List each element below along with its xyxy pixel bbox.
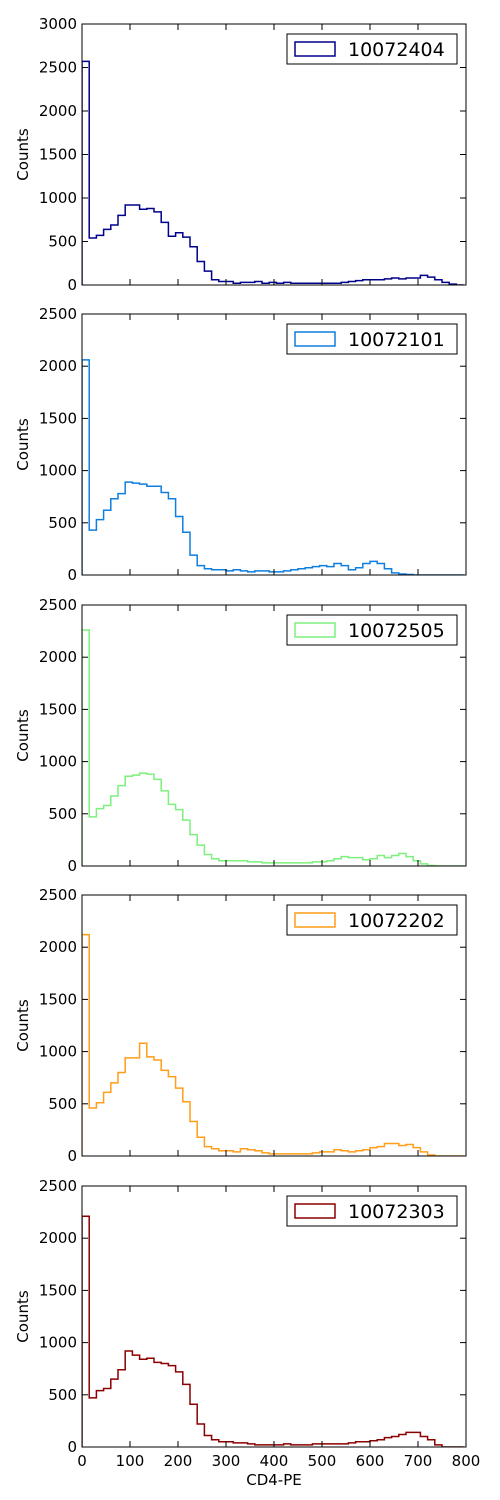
legend-swatch [294, 331, 336, 347]
x-tick-label: 500 [308, 1452, 337, 1470]
y-tick-label: 1500 [39, 990, 77, 1008]
histogram-series-10072202 [82, 933, 464, 1156]
legend-swatch [294, 622, 336, 638]
y-tick-label: 1000 [39, 1043, 77, 1061]
chart-panel-3: 0 500 1000 1500 2000 2500 Counts 10072505 [14, 596, 467, 875]
y-tick-label: 1000 [39, 1334, 77, 1352]
y-axis-label: Counts [14, 709, 32, 762]
y-axis-label: Counts [14, 128, 32, 181]
x-tick-label: 700 [404, 1452, 433, 1470]
y-tick-label: 1000 [39, 462, 77, 480]
legend: 10072202 [286, 904, 458, 936]
histogram-series-10072404 [82, 60, 464, 285]
legend-label: 10072202 [348, 910, 445, 932]
chart-panel-4: 0 500 1000 1500 2000 2500 Counts 10072202 [14, 886, 467, 1165]
x-axis-label: CD4-PE [246, 1471, 302, 1489]
y-tick-label: 1000 [39, 189, 77, 207]
y-tick-label: 1500 [39, 1281, 77, 1299]
y-tick-label: 2000 [39, 938, 77, 956]
y-tick-label: 2500 [39, 886, 77, 904]
y-tick-label: 500 [48, 514, 77, 532]
y-tick-label: 500 [48, 233, 77, 251]
y-tick-label: 2000 [39, 648, 77, 666]
y-tick-label: 2500 [39, 59, 77, 77]
legend-label: 10072505 [348, 620, 445, 642]
legend-box [286, 323, 458, 355]
legend-label: 10072404 [348, 39, 445, 61]
legend-swatch [294, 912, 336, 928]
legend: 10072404 [286, 33, 458, 65]
chart-panel-2: 0 500 1000 1500 2000 2500 Counts 10072101 [14, 305, 467, 584]
y-tick-label: 500 [48, 1386, 77, 1404]
legend-box [286, 1195, 458, 1227]
y-tick-label: 1500 [39, 146, 77, 164]
y-tick-label: 500 [48, 1095, 77, 1113]
y-tick-label: 0 [67, 1438, 77, 1456]
y-tick-label: 2000 [39, 102, 77, 120]
histogram-series-10072303 [82, 1215, 464, 1447]
y-tick-label: 2500 [39, 305, 77, 323]
legend-box [286, 33, 458, 65]
legend-label: 10072303 [348, 1201, 445, 1223]
legend-swatch [294, 41, 336, 57]
histogram-series-10072505 [82, 629, 464, 866]
y-axis-label: Counts [14, 418, 32, 471]
legend-box [286, 614, 458, 646]
legend: 10072303 [286, 1195, 458, 1227]
x-tick-label: 300 [212, 1452, 241, 1470]
y-tick-label: 1500 [39, 409, 77, 427]
y-tick-label: 2000 [39, 1229, 77, 1247]
y-tick-label: 2500 [39, 1177, 77, 1195]
y-tick-label: 1000 [39, 753, 77, 771]
y-tick-label: 0 [67, 1147, 77, 1165]
histogram-series-10072101 [82, 359, 464, 575]
legend: 10072101 [286, 323, 458, 355]
y-tick-label: 0 [67, 857, 77, 875]
legend-swatch [294, 1203, 336, 1219]
y-tick-label: 2500 [39, 596, 77, 614]
x-tick-label: 400 [260, 1452, 289, 1470]
legend-box [286, 904, 458, 936]
y-tick-label: 0 [67, 566, 77, 584]
y-tick-label: 3000 [39, 15, 77, 33]
x-tick-label: 100 [116, 1452, 145, 1470]
y-tick-label: 2000 [39, 357, 77, 375]
y-tick-label: 1500 [39, 700, 77, 718]
y-tick-label: 0 [67, 276, 77, 294]
chart-panel-1: 0 500 1000 1500 2000 2500 3000 Counts 10072404 [14, 15, 467, 294]
y-axis-label: Counts [14, 1290, 32, 1343]
chart-panel-5: 0 500 1000 1500 2000 2500 0 100 200 300 400 500 600 7… [14, 1177, 480, 1489]
legend: 10072505 [286, 614, 458, 646]
legend-label: 10072101 [348, 329, 445, 351]
x-tick-label: 0 [77, 1452, 87, 1470]
y-tick-label: 500 [48, 805, 77, 823]
x-tick-label: 600 [356, 1452, 385, 1470]
x-tick-label: 800 [452, 1452, 481, 1470]
x-tick-label: 200 [164, 1452, 193, 1470]
y-axis-label: Counts [14, 999, 32, 1052]
